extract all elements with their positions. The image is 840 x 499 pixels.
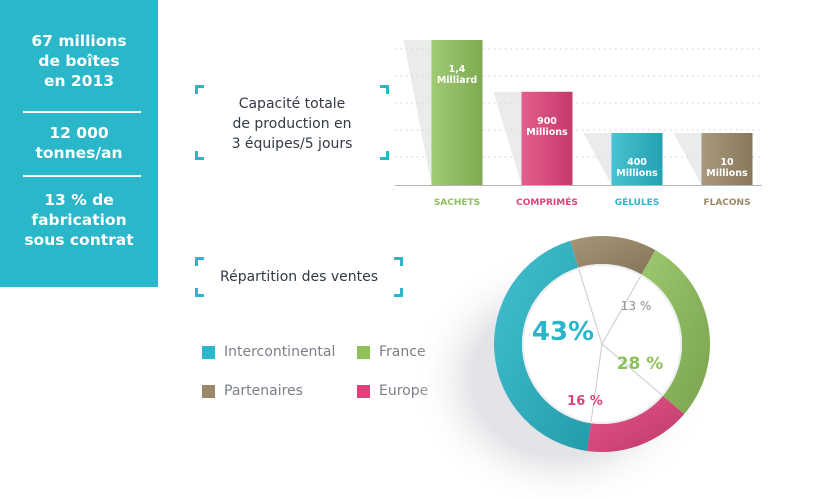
stats-panel: 67 millions de boîtes en 2013 12 000 ton… [0,0,158,287]
sales-heading: Répartition des ventes [220,269,378,285]
category-label: GÉLULES [615,196,660,208]
stat-contract-manufacturing: 13 % de fabrication sous contrat [24,191,134,249]
category-label: COMPRIMÉS [516,196,578,208]
donut-slice-france [641,250,710,415]
bar-value-unit: Millions [526,127,568,138]
donut-value-label: 28 % [617,354,664,374]
donut-divider [601,275,641,345]
production-heading-box: Capacité totale de production en 3 équip… [195,85,389,160]
legend-swatch [202,384,215,398]
bracket-corner [195,288,204,297]
bracket-corner [195,257,204,266]
bar-comprimés [521,91,573,185]
donut-divider [590,343,603,422]
bar-value-unit: Milliard [437,75,477,86]
bar-value-label: 10 [720,157,734,168]
legend-item-france: France [357,344,426,360]
bar-shadow [673,133,702,185]
category-label: SACHETS [434,198,480,208]
donut-slice-intercontinental [493,240,591,451]
legend-swatch [202,345,215,359]
bar-gélules [611,133,663,185]
bar-value-label: 900 [537,116,557,127]
bar-value-label: 1,4 [449,64,466,75]
donut-hole-ring [522,264,682,424]
stat-divider [23,111,141,113]
stat-tonnage: 12 000 tonnes/an [35,124,123,162]
bracket-corner [394,257,403,266]
bar-shadow [403,40,432,185]
bracket-corner [380,151,389,160]
bracket-corner [380,85,389,94]
donut-slice-europe [586,395,685,452]
stat-divider [23,175,141,177]
bracket-corner [195,85,204,94]
donut-value-label: 13 % [621,299,652,313]
stat-boxes: 67 millions de boîtes en 2013 [31,32,127,90]
bracket-corner [394,288,403,297]
legend-item-intercontinental: Intercontinental [202,344,335,360]
production-heading: Capacité totale de production en 3 équip… [231,96,353,152]
bar-shadow [493,91,522,185]
legend-label: France [379,344,426,360]
legend-swatch [357,345,370,359]
legend-label: Intercontinental [224,344,336,360]
bar-sachets [431,40,483,185]
bracket-corner [195,151,204,160]
donut-value-label: 43% [532,317,594,347]
donut-divider [601,343,662,395]
bar-value-unit: Millions [706,168,748,179]
bar-value-label: 400 [627,157,647,168]
donut-slice-partenaires [570,236,656,275]
legend-label: Partenaires [224,383,303,399]
legend-item-partenaires: Partenaires [202,383,303,399]
donut-divider [578,269,603,345]
bar-flacons [701,133,753,185]
category-label: FLACONS [703,198,750,208]
bar-value-unit: Millions [616,168,658,179]
production-bar-chart: 1,4MilliardSACHETS900MillionsCOMPRIMÉS40… [395,40,762,208]
legend-swatch [357,384,370,398]
donut-value-label: 16 % [567,394,603,409]
sales-heading-box: Répartition des ventes [195,257,403,297]
bar-shadow [583,133,612,185]
